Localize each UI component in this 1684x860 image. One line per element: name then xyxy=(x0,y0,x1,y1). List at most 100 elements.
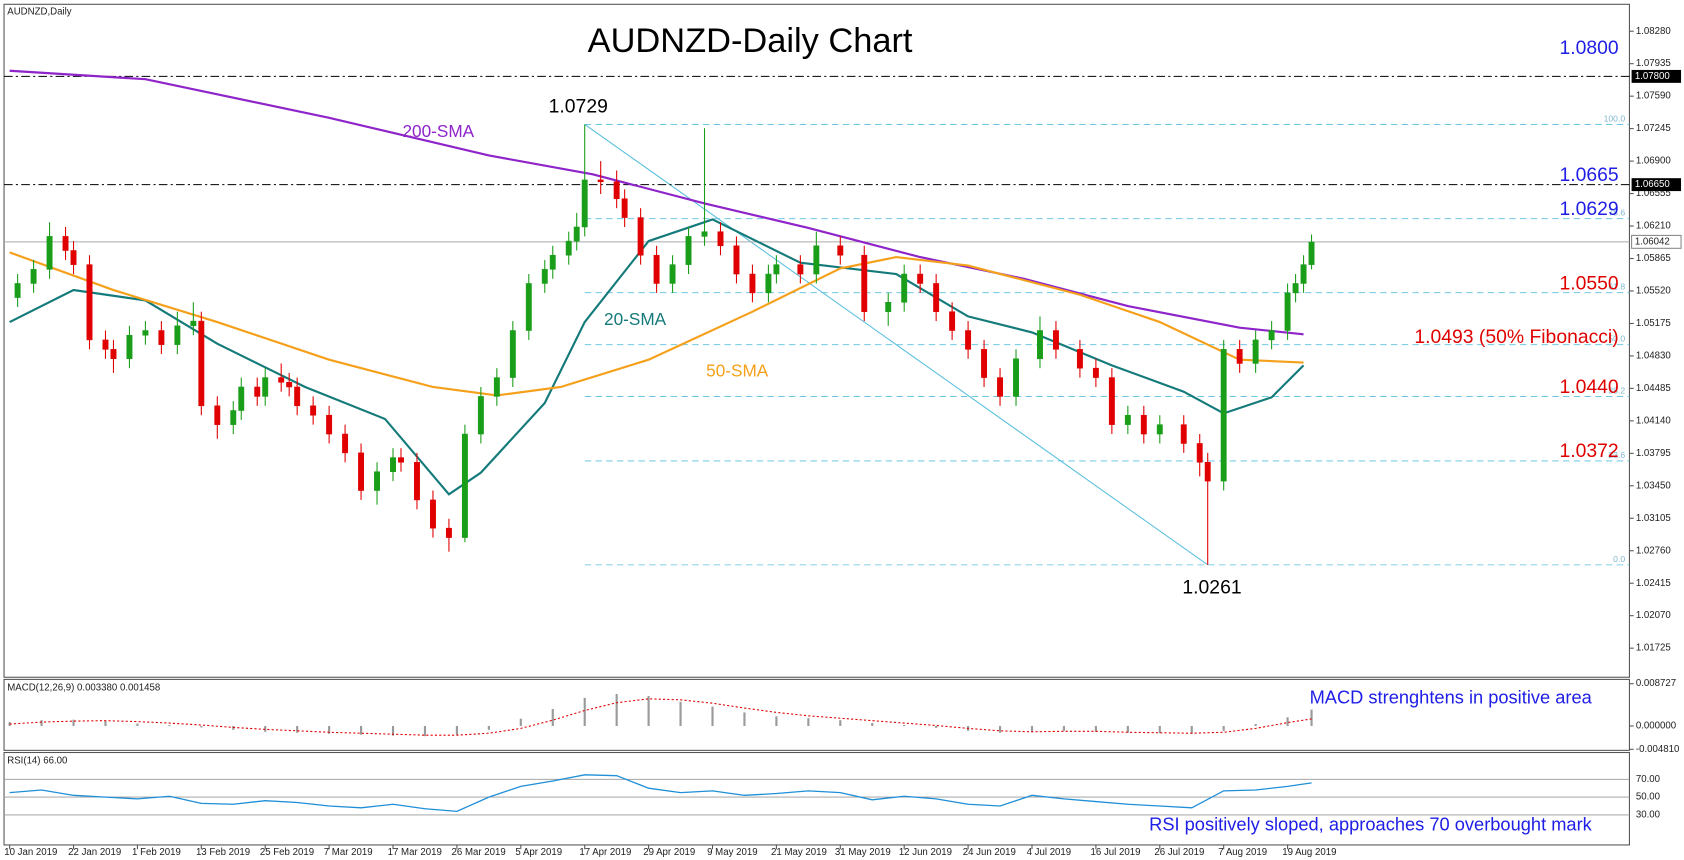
candle-body xyxy=(549,254,556,270)
x-tick-label: 17 Mar 2019 xyxy=(388,847,442,858)
y-tick-label: 30.00 xyxy=(1636,810,1660,821)
y-tick-label: 1.03795 xyxy=(1636,448,1671,459)
candle-body xyxy=(581,179,588,228)
main-panel-frame xyxy=(3,3,1630,678)
fib-level-label: 38.2 xyxy=(1608,386,1625,396)
macd-histogram-bar xyxy=(1286,717,1289,726)
macd-histogram-bar xyxy=(1310,709,1313,726)
macd-histogram-bar xyxy=(72,719,75,726)
candle-body xyxy=(773,264,780,275)
candle-body xyxy=(1300,264,1307,284)
macd-histogram-bar xyxy=(839,720,842,726)
macd-histogram-bar xyxy=(455,725,458,735)
y-tick-label: 1.05520 xyxy=(1636,286,1671,297)
candle-body xyxy=(885,302,892,312)
candle-body xyxy=(613,181,620,200)
macd-panel-frame xyxy=(3,678,1630,751)
level-label: 1.0440 xyxy=(1560,376,1619,398)
candle-body xyxy=(198,320,205,407)
candle-body xyxy=(30,269,37,284)
candle-body xyxy=(797,264,804,275)
x-tick-label: 9 May 2019 xyxy=(707,847,757,858)
macd-histogram-bar xyxy=(136,723,139,726)
panel-annotation: MACD strenghtens in positive area xyxy=(1310,687,1593,708)
candle-body xyxy=(685,236,692,265)
candle-body xyxy=(14,283,21,298)
candle-body xyxy=(358,452,365,491)
candle-body xyxy=(1180,424,1187,444)
candle-body xyxy=(1037,330,1043,360)
macd-histogram-bar xyxy=(519,718,522,726)
candle-body xyxy=(86,264,93,341)
macd-histogram-bar xyxy=(743,712,746,726)
macd-histogram-bar xyxy=(711,706,714,726)
x-tick-label: 17 Apr 2019 xyxy=(579,847,631,858)
y-tick-label: 1.03450 xyxy=(1636,480,1671,491)
candle-body xyxy=(102,339,109,350)
y-tick-label: 1.07590 xyxy=(1636,91,1671,102)
candle-body xyxy=(1076,349,1083,369)
candle-body xyxy=(46,236,53,270)
candle-body xyxy=(861,254,868,312)
candle-body xyxy=(238,386,245,411)
y-tick-label: 1.07935 xyxy=(1636,58,1671,69)
candle-body xyxy=(110,349,117,360)
macd-signal-line xyxy=(9,698,1312,736)
y-tick-label: 1.04140 xyxy=(1636,415,1671,426)
candle-body xyxy=(917,273,924,284)
candle-body xyxy=(262,377,269,397)
panel-annotation: RSI positively sloped, approaches 70 ove… xyxy=(1149,813,1593,834)
candle-body xyxy=(278,377,285,383)
candle-body xyxy=(310,405,317,416)
fib-level-label: 78.6 xyxy=(1608,208,1625,218)
x-tick-label: 25 Feb 2019 xyxy=(260,847,314,858)
y-tick-label: 1.04830 xyxy=(1636,350,1671,361)
candle-body xyxy=(813,245,820,275)
y-tick-label: 1.08280 xyxy=(1636,26,1671,37)
candle-body xyxy=(637,217,644,256)
y-tick-label: 1.06210 xyxy=(1636,221,1671,232)
macd-histogram-bar xyxy=(775,716,778,726)
x-tick-label: 22 Jan 2019 xyxy=(68,847,121,858)
panel-label: RSI(14) 66.00 xyxy=(7,756,67,767)
candle-body xyxy=(1308,241,1315,265)
y-tick-label: 1.02070 xyxy=(1636,610,1671,621)
candle-body xyxy=(342,433,349,454)
y-tick-label: 0.000000 xyxy=(1636,721,1676,732)
x-tick-label: 24 Jun 2019 xyxy=(963,847,1016,858)
macd-histogram-bar xyxy=(1030,725,1034,732)
candle-body xyxy=(653,254,660,284)
candle-body xyxy=(669,264,676,284)
macd-histogram-bar xyxy=(264,725,267,732)
candle-body xyxy=(1140,414,1147,435)
macd-histogram-bar xyxy=(647,695,650,726)
level-label: 1.0800 xyxy=(1560,37,1619,59)
fib-level-label: 23.6 xyxy=(1608,450,1625,460)
level-label: 1.0493 (50% Fibonacci) xyxy=(1414,326,1618,348)
sma-line xyxy=(9,218,1305,496)
x-tick-label: 4 Jul 2019 xyxy=(1027,847,1072,858)
candle-body xyxy=(445,527,452,538)
macd-histogram-bar xyxy=(168,725,171,726)
y-tick-label: 1.06555 xyxy=(1636,188,1671,199)
candle-body xyxy=(949,311,956,331)
candle-body xyxy=(126,334,133,360)
candle-body xyxy=(1196,443,1203,463)
price-label-box xyxy=(1631,178,1682,192)
candle-body xyxy=(190,320,197,327)
macd-histogram-bar xyxy=(1222,725,1225,731)
macd-histogram-bar xyxy=(998,725,1002,733)
panel-label: MACD(12,26,9) 0.003380 0.001458 xyxy=(7,683,160,694)
candle-body xyxy=(390,457,396,472)
candle-body xyxy=(765,273,772,294)
candle-body xyxy=(142,330,149,336)
x-tick-label: 5 Apr 2019 xyxy=(515,847,562,858)
candle-body xyxy=(1156,424,1163,435)
candle-body xyxy=(1292,283,1299,294)
x-tick-label: 12 Jun 2019 xyxy=(899,847,952,858)
price-label-box xyxy=(1631,234,1682,249)
macd-histogram-bar xyxy=(40,720,43,726)
candle-body xyxy=(374,471,380,491)
x-tick-label: 21 May 2019 xyxy=(771,847,827,858)
candle-body xyxy=(493,377,500,397)
